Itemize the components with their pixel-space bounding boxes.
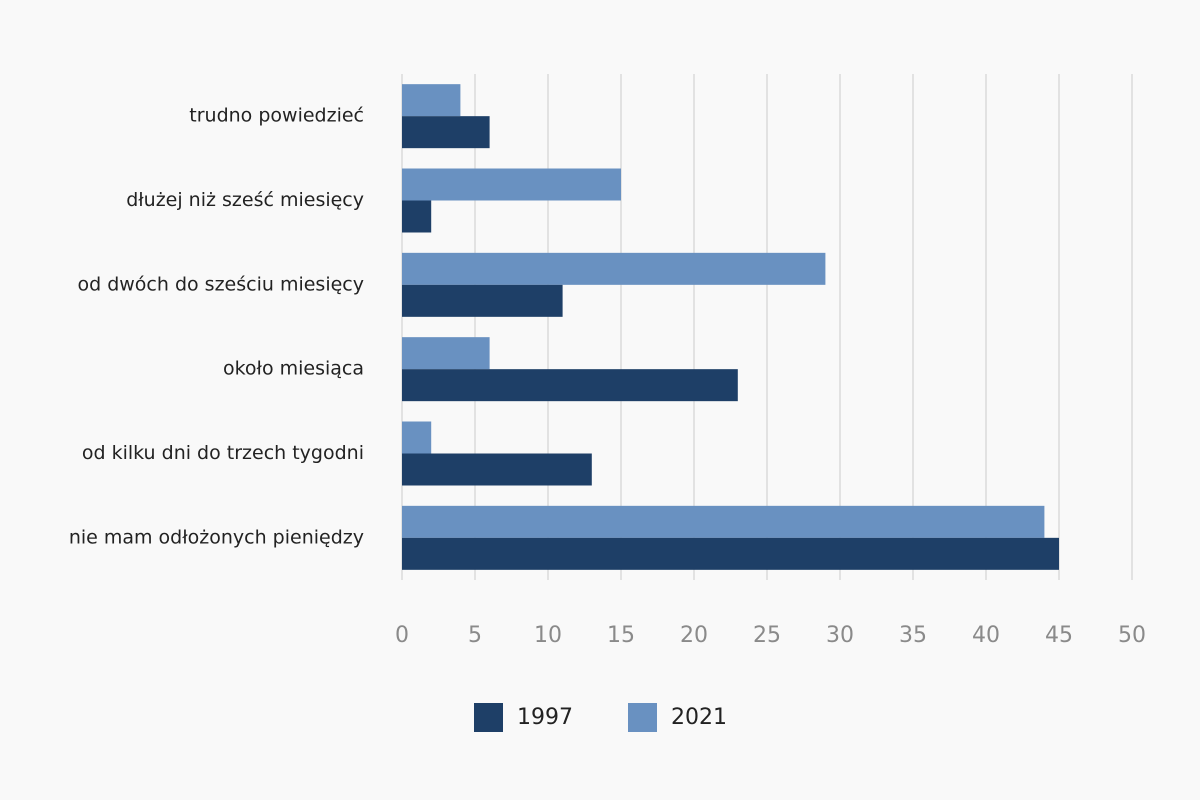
category-labels: trudno powiedzieć dłużej niż sześć miesię… xyxy=(69,105,364,549)
bar-1997-okolo-miesiaca xyxy=(402,369,738,402)
bar-2021-nie-mam-odlozonych-pieniedzy xyxy=(402,505,1045,538)
legend-label: 2021 xyxy=(671,705,727,730)
x-tick-label: 40 xyxy=(972,623,1000,648)
legend-swatch-1997 xyxy=(474,703,503,732)
grid-lines xyxy=(401,74,1133,580)
category-label: nie mam odłożonych pieniędzy xyxy=(69,526,364,548)
bar-1997-nie-mam-odlozonych-pieniedzy xyxy=(402,537,1059,570)
x-tick-label: 15 xyxy=(607,623,635,648)
legend-item-1997: 1997 xyxy=(474,703,573,732)
category-label: od kilku dni do trzech tygodni xyxy=(82,442,364,464)
x-tick-label: 5 xyxy=(468,623,482,648)
x-tick-label: 35 xyxy=(899,623,927,648)
bar-2021-od-dwoch-do-szesciu-miesiecy xyxy=(402,252,826,285)
x-tick-label: 10 xyxy=(534,623,562,648)
bar-2021-od-kilku-dni-do-trzech-tygodni xyxy=(402,421,432,454)
x-tick-label: 0 xyxy=(395,623,409,648)
bar-1997-trudno-powiedziec xyxy=(402,116,490,149)
x-axis-tick-labels: 0 5 10 15 20 25 30 35 40 45 50 xyxy=(395,623,1146,648)
bar-2021-trudno-powiedziec xyxy=(402,84,461,117)
x-tick-label: 50 xyxy=(1118,623,1146,648)
legend-item-2021: 2021 xyxy=(628,703,727,732)
category-label: trudno powiedzieć xyxy=(189,105,364,127)
bar-1997-od-kilku-dni-do-trzech-tygodni xyxy=(402,453,592,486)
legend-swatch-2021 xyxy=(628,703,657,732)
bar-2021-dluzej-niz-szesc-miesiecy xyxy=(402,168,621,201)
bar-1997-od-dwoch-do-szesciu-miesiecy xyxy=(402,284,563,317)
bar-2021-okolo-miesiaca xyxy=(402,337,490,370)
bar-1997-dluzej-niz-szesc-miesiecy xyxy=(402,200,432,233)
x-tick-label: 25 xyxy=(753,623,781,648)
x-tick-label: 20 xyxy=(680,623,708,648)
category-label: około miesiąca xyxy=(223,358,364,380)
legend: 1997 2021 xyxy=(474,703,727,732)
bars xyxy=(402,84,1059,570)
category-label: dłużej niż sześć miesięcy xyxy=(126,189,364,211)
x-tick-label: 45 xyxy=(1045,623,1073,648)
x-tick-label: 30 xyxy=(826,623,854,648)
legend-label: 1997 xyxy=(517,705,573,730)
category-label: od dwóch do sześciu miesięcy xyxy=(77,273,364,295)
